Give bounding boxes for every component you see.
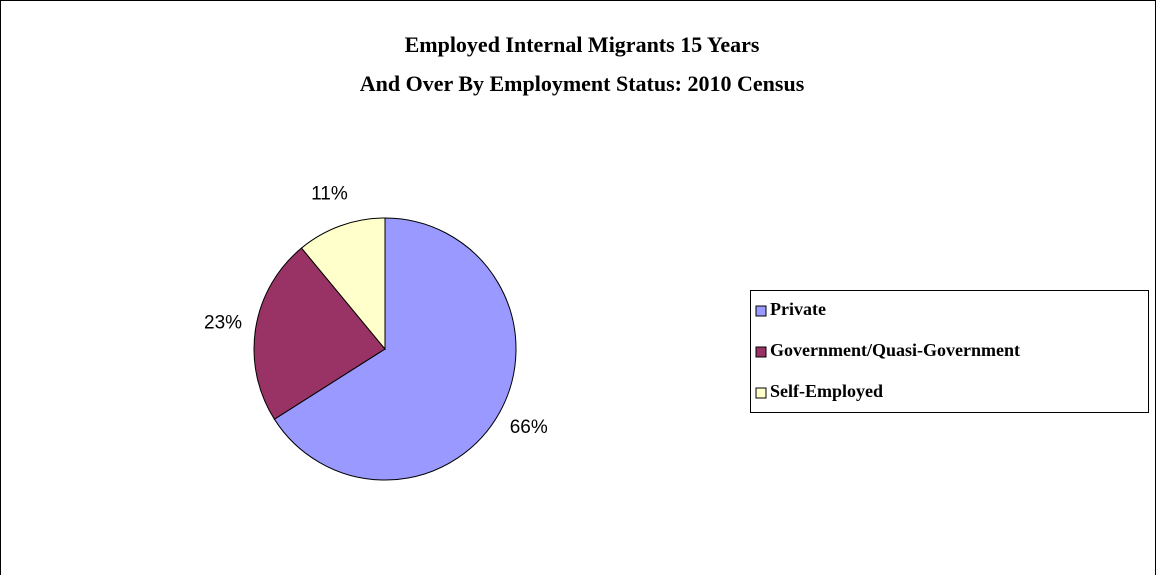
legend-box	[750, 290, 1149, 413]
slice-label: 66%	[510, 417, 548, 438]
legend-swatch	[755, 346, 767, 358]
chart-title: Employed Internal Migrants 15 Years	[405, 32, 760, 57]
pie-slice	[300, 217, 386, 351]
slice-label: 11%	[311, 184, 348, 205]
legend-swatch	[755, 387, 767, 399]
legend-label: Private	[770, 299, 826, 319]
legend-label: Self-Employed	[770, 381, 883, 401]
chart-title: And Over By Employment Status: 2010 Cens…	[360, 71, 805, 96]
slice-label: 23%	[204, 312, 242, 333]
legend-label: Government/Quasi-Government	[770, 340, 1020, 360]
legend-swatch	[755, 305, 767, 317]
pie-slice	[273, 217, 517, 481]
pie-slice	[253, 247, 386, 420]
